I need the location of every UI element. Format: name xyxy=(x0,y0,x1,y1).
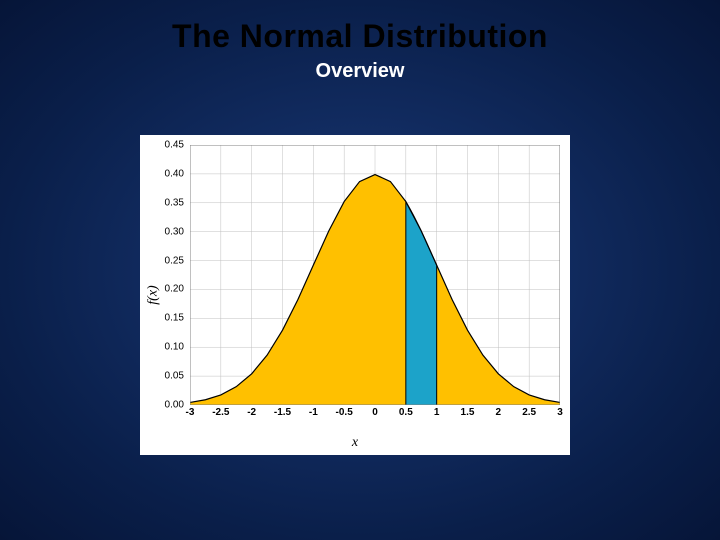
y-axis-ticks: 0.000.050.100.150.200.250.300.350.400.45 xyxy=(140,145,186,405)
x-tick-label: 2 xyxy=(496,407,502,418)
x-tick-label: -3 xyxy=(186,407,195,418)
slide: The Normal Distribution Overview f(x) 0.… xyxy=(0,0,720,540)
x-tick-label: 1.5 xyxy=(461,407,475,418)
y-tick-label: 0.10 xyxy=(165,342,184,353)
x-tick-label: 3 xyxy=(557,407,563,418)
x-tick-label: 0 xyxy=(372,407,378,418)
x-axis-label: x xyxy=(140,435,570,451)
x-tick-label: 2.5 xyxy=(522,407,536,418)
y-tick-label: 0.40 xyxy=(165,168,184,179)
y-tick-label: 0.30 xyxy=(165,226,184,237)
x-tick-label: -1.5 xyxy=(274,407,291,418)
x-tick-label: -1 xyxy=(309,407,318,418)
plot-area xyxy=(190,145,560,405)
slide-title: The Normal Distribution xyxy=(0,18,720,55)
y-tick-label: 0.20 xyxy=(165,284,184,295)
x-tick-label: -2 xyxy=(247,407,256,418)
y-tick-label: 0.25 xyxy=(165,255,184,266)
normal-distribution-chart: f(x) 0.000.050.100.150.200.250.300.350.4… xyxy=(140,135,570,455)
y-tick-label: 0.35 xyxy=(165,197,184,208)
x-tick-label: -2.5 xyxy=(212,407,229,418)
x-axis-ticks: -3-2.5-2-1.5-1-0.500.511.522.53 xyxy=(190,407,560,423)
x-tick-label: 0.5 xyxy=(399,407,413,418)
y-tick-label: 0.45 xyxy=(165,140,184,151)
x-tick-label: -0.5 xyxy=(336,407,353,418)
y-tick-label: 0.05 xyxy=(165,371,184,382)
y-tick-label: 0.00 xyxy=(165,400,184,411)
slide-subtitle: Overview xyxy=(0,60,720,83)
y-tick-label: 0.15 xyxy=(165,313,184,324)
x-tick-label: 1 xyxy=(434,407,440,418)
